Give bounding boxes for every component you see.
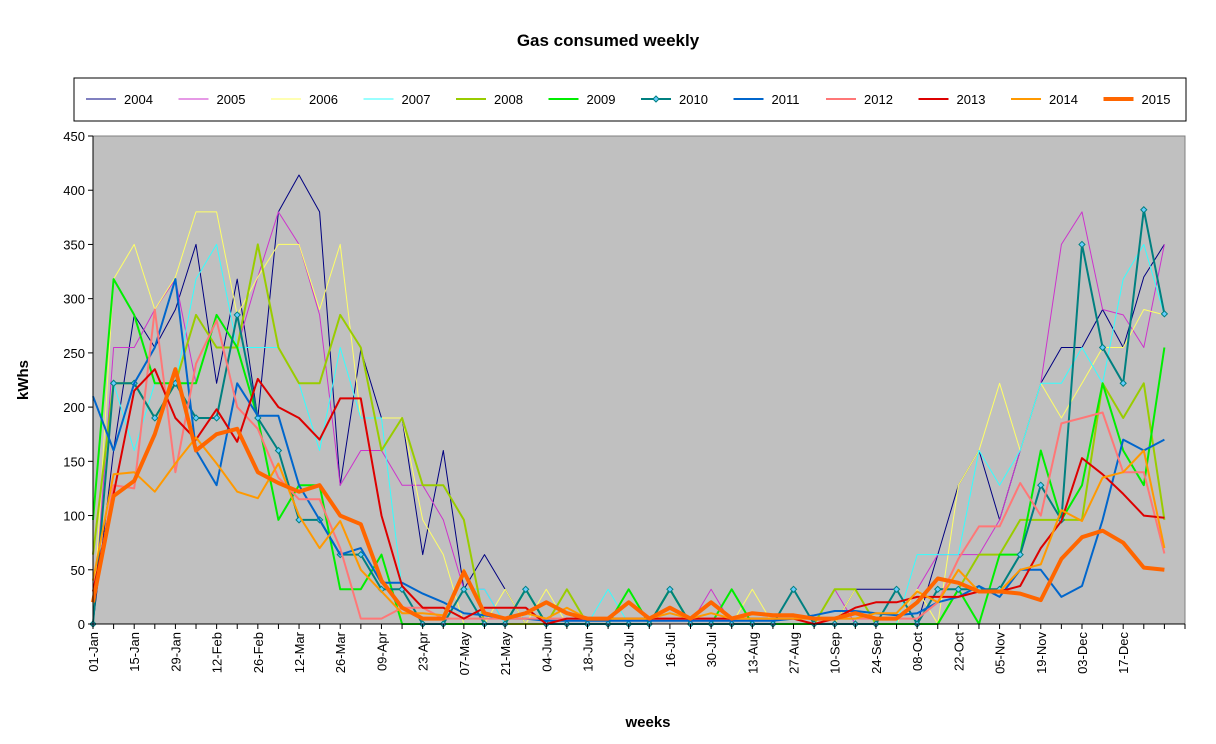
series-marker-2010: [357, 550, 365, 559]
legend-item-2015: 2015: [1103, 92, 1171, 107]
x-tick-label: 03-Dec: [1075, 632, 1090, 674]
series-marker-2010: [1078, 240, 1086, 249]
y-tick-label: 200: [63, 400, 85, 415]
x-tick-label: 15-Jan: [127, 632, 142, 672]
legend-label: 2004: [124, 92, 153, 107]
y-tick-label: 300: [63, 292, 85, 307]
legend-box: [73, 77, 1187, 122]
x-tick-label: 21-May: [498, 632, 513, 676]
x-axis: 01-Jan 15-Jan 29-Jan 12-Feb 26-Feb 12-Mar 26-M…: [86, 623, 1186, 676]
y-tick-label: 400: [63, 183, 85, 198]
legend-label: 2008: [494, 92, 523, 107]
series-marker-2010: [1037, 481, 1045, 489]
x-tick-label: 18-Jun: [580, 632, 595, 672]
series-2015: [91, 367, 1165, 621]
legend-item-2010: 2010: [641, 92, 708, 107]
x-tick-label: 12-Mar: [292, 631, 307, 673]
y-tick-label: 50: [71, 563, 85, 578]
x-tick-label: 26-Mar: [333, 631, 348, 673]
series-2009: [92, 278, 1166, 625]
legend-label: 2007: [402, 92, 431, 107]
series-marker-2010: [789, 585, 798, 594]
series-marker-2010: [1016, 550, 1024, 559]
y-tick-label: 250: [63, 346, 85, 361]
legend-items: 2004 2005 2006 2007 2008 2009 2010 2011 2012 2013…: [86, 92, 1170, 107]
series-marker-2010: [521, 585, 530, 594]
x-tick-label: 24-Sep: [869, 632, 884, 674]
legend-item-2009: 2009: [548, 92, 616, 107]
x-tick-label: 23-Apr: [416, 631, 431, 671]
series-marker-2010: [1119, 379, 1127, 387]
series-marker-2010: [1160, 310, 1169, 318]
x-tick-label: 26-Feb: [251, 632, 266, 673]
legend-label: 2006: [309, 92, 338, 107]
legend-label: 2010: [679, 92, 708, 107]
legend-item-2006: 2006: [271, 92, 338, 107]
x-tick-label: 22-Oct: [951, 632, 966, 671]
legend-item-2007: 2007: [363, 92, 431, 107]
legend: 2004 2005 2006 2007 2008 2009 2010 2011 2012 2013…: [73, 77, 1187, 122]
x-tick-label: 08-Oct: [910, 632, 925, 671]
y-tick-label: 350: [63, 237, 85, 252]
y-tick-label: 450: [63, 129, 85, 144]
series-marker-2010: [1140, 206, 1148, 214]
series-marker-2010: [954, 585, 963, 594]
legend-item-2012: 2012: [826, 92, 893, 107]
series-marker-2010: [274, 446, 283, 455]
legend-item-2005: 2005: [178, 92, 246, 107]
series-marker-2010: [892, 585, 901, 594]
legend-item-2014: 2014: [1011, 92, 1078, 107]
series-marker-2010: [1098, 343, 1107, 352]
legend-label: 2012: [864, 92, 893, 107]
x-tick-label: 16-Jul: [663, 632, 678, 668]
x-tick-label: 05-Nov: [993, 632, 1008, 674]
legend-label: 2005: [217, 92, 246, 107]
y-tick-label: 0: [78, 617, 85, 632]
series-marker-2010: [233, 311, 241, 319]
legend-label: 2011: [772, 92, 800, 107]
legend-label: 2014: [1049, 92, 1078, 107]
legend-item-2004: 2004: [86, 92, 153, 107]
legend-label: 2013: [957, 92, 986, 107]
x-tick-label: 19-Nov: [1034, 632, 1049, 674]
series-marker-2010: [212, 414, 221, 422]
x-axis-title: weeks: [624, 714, 670, 731]
x-tick-label: 13-Aug: [745, 632, 760, 674]
x-tick-label: 27-Aug: [787, 632, 802, 674]
legend-item-2008: 2008: [456, 92, 523, 107]
series-marker-2010: [109, 379, 118, 387]
series-marker-2010: [151, 414, 159, 422]
x-tick-label: 04-Jun: [539, 632, 554, 672]
series-marker-2010: [934, 585, 942, 594]
y-tick-label: 100: [63, 509, 85, 524]
x-tick-label: 01-Jan: [86, 632, 101, 672]
x-tick-label: 07-May: [457, 632, 472, 676]
legend-label: 2009: [587, 92, 616, 107]
y-axis-title: kWhs: [15, 360, 32, 400]
x-tick-label: 17-Dec: [1116, 632, 1131, 674]
x-tick-label: 10-Sep: [828, 632, 843, 674]
legend-label: 2015: [1142, 92, 1171, 107]
chart-title: Gas consumed weekly: [517, 31, 700, 50]
series-marker-2010: [192, 414, 200, 422]
legend-marker: [652, 95, 660, 103]
series-marker-2010: [460, 585, 468, 594]
series-line-2015: [91, 367, 1165, 621]
plot-area: [92, 135, 1186, 625]
x-tick-label: 09-Apr: [374, 631, 389, 671]
series-marker-2010: [666, 585, 674, 594]
x-tick-label: 29-Jan: [168, 632, 183, 672]
legend-item-2013: 2013: [918, 92, 986, 107]
x-tick-label: 12-Feb: [210, 632, 225, 673]
legend-item-2011: 2011: [733, 92, 800, 107]
y-axis: 0 50 100 150 200 250 300 350 400 450: [63, 129, 94, 632]
y-tick-label: 150: [63, 454, 85, 469]
x-tick-label: 30-Jul: [704, 632, 719, 668]
series-line-2009: [92, 278, 1166, 625]
x-tick-label: 02-Jul: [622, 632, 637, 668]
